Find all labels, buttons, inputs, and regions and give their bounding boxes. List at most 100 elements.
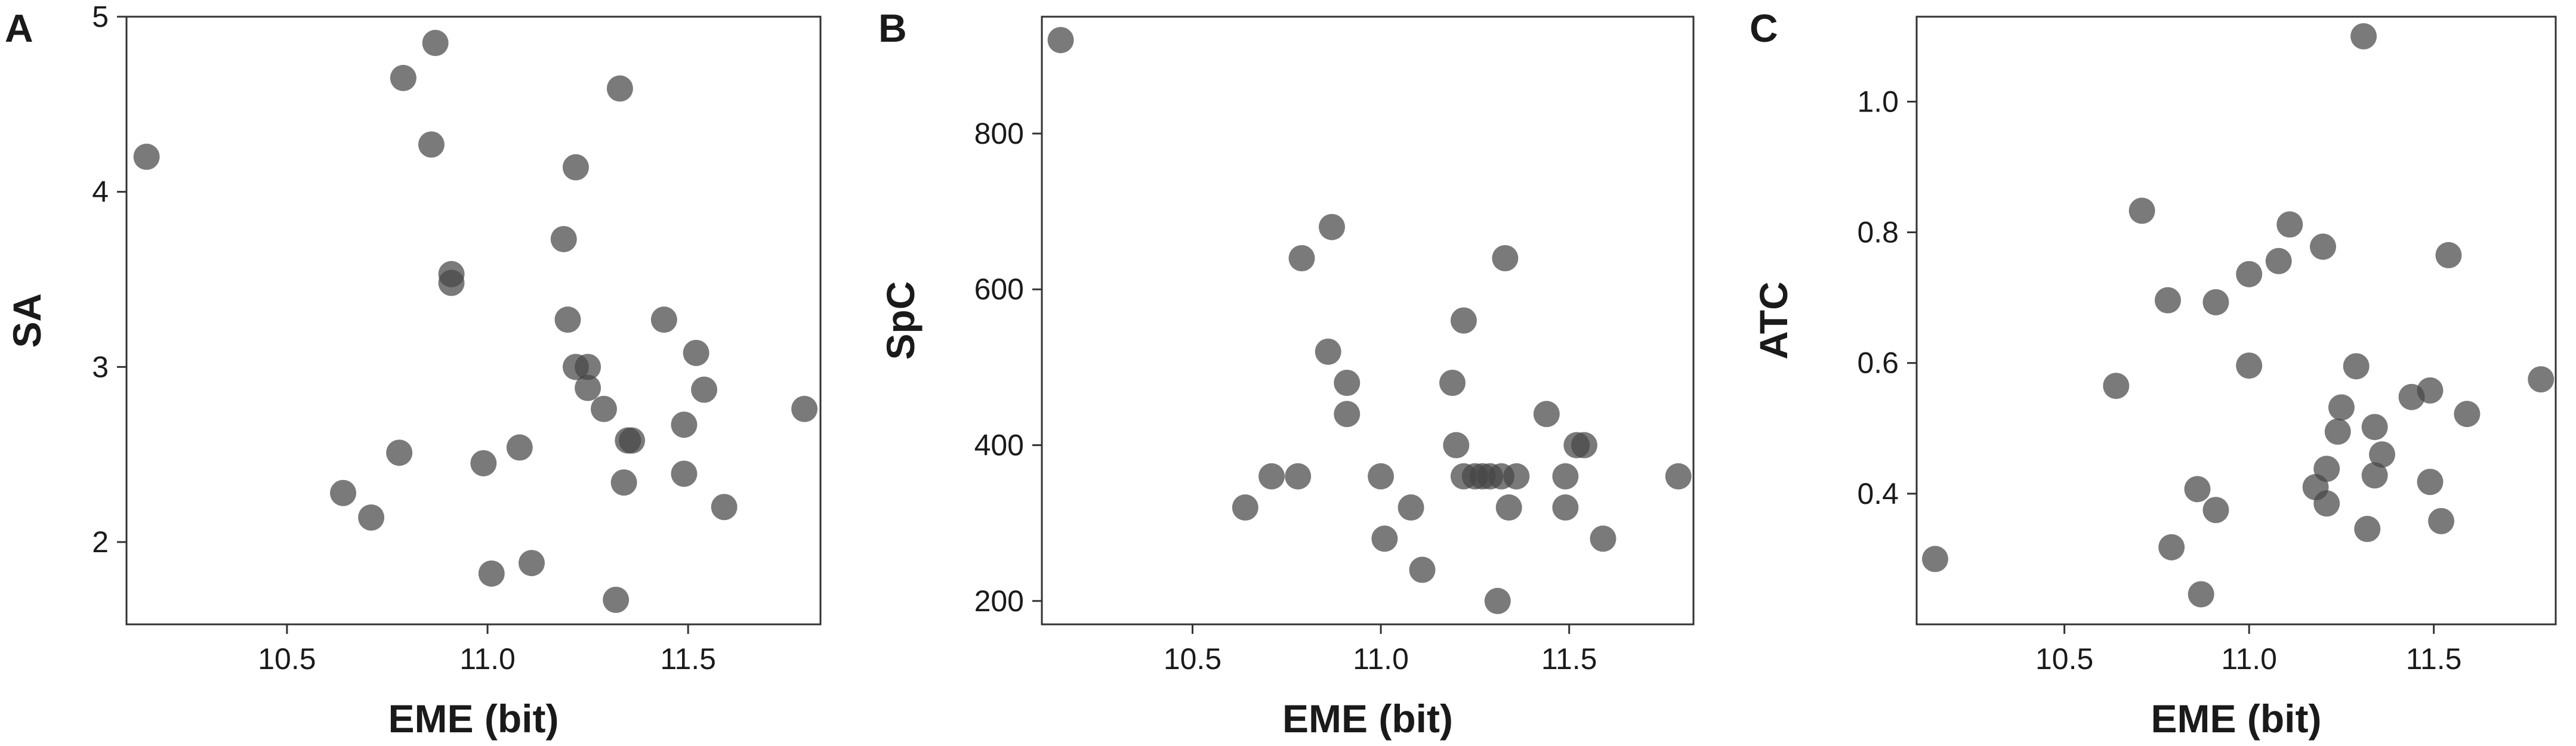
data-point bbox=[418, 131, 445, 158]
data-point bbox=[2328, 394, 2355, 421]
data-point bbox=[2276, 211, 2303, 238]
data-point bbox=[1368, 463, 1395, 490]
data-point bbox=[691, 376, 718, 403]
data-point bbox=[1334, 401, 1361, 428]
data-point bbox=[1571, 432, 1597, 459]
y-tick-label: 400 bbox=[974, 429, 1024, 462]
data-point bbox=[1484, 587, 1511, 614]
data-point bbox=[2188, 581, 2214, 608]
data-point bbox=[791, 395, 818, 422]
data-point bbox=[1397, 494, 1424, 521]
data-point bbox=[1409, 556, 1436, 583]
data-point bbox=[2369, 441, 2396, 468]
panel-c: C 10.5 11.0 11.5 0.4 0.6 0.8 1.0 EME (bit) ATC bbox=[1750, 6, 2557, 741]
data-point bbox=[2202, 497, 2229, 524]
x-tick-label: 11.0 bbox=[2221, 642, 2277, 676]
data-point bbox=[2343, 353, 2370, 380]
y-tick-label: 0.8 bbox=[1857, 216, 1899, 249]
data-point bbox=[1443, 432, 1470, 459]
data-point bbox=[554, 307, 581, 333]
data-point bbox=[606, 75, 633, 102]
y-tick-label: 800 bbox=[974, 117, 1024, 150]
data-point bbox=[2361, 414, 2388, 441]
data-point bbox=[1258, 463, 1285, 490]
data-point bbox=[358, 504, 385, 531]
data-point bbox=[619, 427, 646, 454]
data-point bbox=[683, 339, 709, 366]
data-point bbox=[2528, 366, 2555, 393]
data-point bbox=[2154, 287, 2181, 314]
data-point bbox=[1665, 463, 1692, 490]
data-point bbox=[1921, 546, 1948, 572]
data-point bbox=[2350, 23, 2377, 49]
panel-letter: C bbox=[1750, 6, 1778, 50]
panel-a: A 10.5 11.0 11.5 2 3 4 5 EME (bit) SA bbox=[5, 0, 822, 741]
data-point bbox=[1552, 463, 1579, 490]
panel-letter: A bbox=[5, 6, 33, 50]
y-tick-label: 200 bbox=[974, 584, 1024, 618]
y-tick-label: 0.6 bbox=[1857, 346, 1899, 380]
data-point bbox=[1334, 370, 1361, 397]
data-point bbox=[478, 560, 505, 587]
data-point bbox=[1492, 244, 1519, 271]
y-tick-label: 600 bbox=[974, 273, 1024, 306]
x-tick-label: 11.0 bbox=[459, 642, 516, 676]
data-point bbox=[2313, 456, 2340, 482]
data-point bbox=[1285, 463, 1312, 490]
data-point bbox=[1439, 370, 1466, 397]
data-point bbox=[1232, 494, 1258, 521]
data-point bbox=[590, 395, 617, 422]
data-point bbox=[390, 64, 417, 91]
data-point bbox=[550, 225, 577, 252]
x-axis-title: EME (bit) bbox=[1282, 697, 1453, 741]
data-point bbox=[2265, 247, 2292, 274]
data-point bbox=[575, 354, 601, 380]
x-tick-label: 11.5 bbox=[2406, 642, 2462, 676]
x-tick-label: 10.5 bbox=[2035, 642, 2093, 676]
y-tick-label: 1.0 bbox=[1857, 85, 1899, 118]
data-point bbox=[1450, 307, 1477, 334]
x-tick-label: 11.0 bbox=[1353, 642, 1409, 676]
data-point bbox=[1533, 401, 1560, 428]
data-point bbox=[575, 374, 601, 401]
data-point bbox=[2361, 462, 2388, 489]
y-axis-title: SA bbox=[5, 293, 49, 348]
y-tick-label: 2 bbox=[92, 525, 109, 559]
data-point bbox=[2184, 476, 2211, 503]
data-point bbox=[650, 307, 677, 333]
data-point bbox=[1047, 27, 1074, 54]
x-tick-label: 11.5 bbox=[1541, 642, 1597, 676]
data-point bbox=[711, 494, 738, 521]
data-point bbox=[2309, 233, 2336, 260]
data-points bbox=[1047, 27, 1692, 614]
data-point bbox=[2236, 352, 2263, 379]
x-tick-label: 10.5 bbox=[1164, 642, 1221, 676]
y-axis-title: SpC bbox=[878, 281, 923, 360]
plot-frame bbox=[125, 16, 822, 626]
data-point bbox=[2417, 469, 2444, 496]
panel-b: B 10.5 11.0 11.5 200 400 600 800 EME (bit) SpC bbox=[878, 6, 1695, 741]
data-point bbox=[1371, 525, 1398, 552]
x-tick-label: 11.5 bbox=[660, 642, 716, 676]
data-point bbox=[2236, 261, 2263, 287]
data-point bbox=[1288, 244, 1315, 271]
y-tick-label: 5 bbox=[92, 0, 109, 33]
data-point bbox=[1552, 494, 1579, 521]
data-point bbox=[2354, 516, 2381, 543]
x-axis-title: EME (bit) bbox=[388, 697, 559, 741]
data-points bbox=[133, 30, 818, 613]
x-tick-label: 10.5 bbox=[258, 642, 316, 676]
data-point bbox=[506, 434, 533, 461]
plot-frame bbox=[1041, 16, 1695, 626]
data-points bbox=[1921, 23, 2555, 608]
x-axis-title: EME (bit) bbox=[2151, 697, 2322, 741]
data-point bbox=[330, 479, 357, 506]
data-point bbox=[671, 411, 698, 438]
data-point bbox=[2428, 507, 2455, 534]
data-point bbox=[2103, 373, 2130, 400]
data-point bbox=[438, 270, 465, 296]
data-point bbox=[1503, 463, 1530, 490]
data-point bbox=[2324, 418, 2351, 445]
data-point bbox=[562, 154, 589, 181]
